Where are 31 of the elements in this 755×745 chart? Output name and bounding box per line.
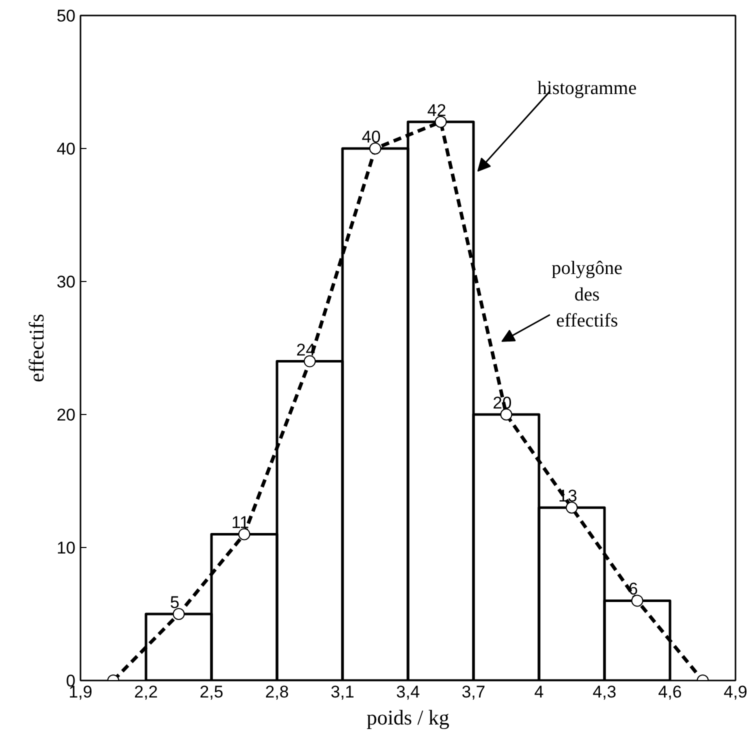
x-tick-label: 2,8	[265, 682, 289, 702]
annotation: polygône des effectifs	[552, 258, 622, 332]
point	[172, 608, 185, 620]
y-tick-label: 30	[56, 272, 76, 292]
data-label: 42	[427, 100, 446, 120]
x-tick-label: 3,1	[330, 682, 354, 702]
y-tick-label: 20	[56, 406, 76, 424]
annotation: histogramme	[537, 78, 637, 100]
x-tick-label: 4,9	[724, 682, 748, 702]
x-tick-label: 3,4	[396, 682, 420, 702]
x-tick-label: 4,6	[658, 682, 682, 702]
data-label: 5	[170, 593, 180, 612]
y-tick-label: 40	[56, 140, 76, 158]
x-tick-label: 4,3	[592, 682, 616, 702]
point	[631, 594, 644, 607]
x-tick-label: 4	[534, 682, 544, 702]
point	[238, 528, 250, 540]
y-tick-label: 50	[56, 6, 76, 26]
point	[500, 408, 512, 420]
point	[369, 142, 382, 154]
x-tick-label: 2,5	[200, 682, 224, 702]
y-tick-label: 10	[56, 538, 76, 558]
y-axis-title: effectifs	[24, 314, 49, 382]
x-tick-label: 2,2	[134, 682, 158, 702]
data-label: 40	[362, 128, 381, 146]
point	[566, 502, 578, 514]
point	[304, 355, 316, 368]
data-label: 11	[231, 513, 250, 532]
x-axis-title: poids / kg	[366, 706, 450, 730]
x-tick-label: 3,7	[462, 682, 486, 702]
point	[434, 116, 447, 128]
